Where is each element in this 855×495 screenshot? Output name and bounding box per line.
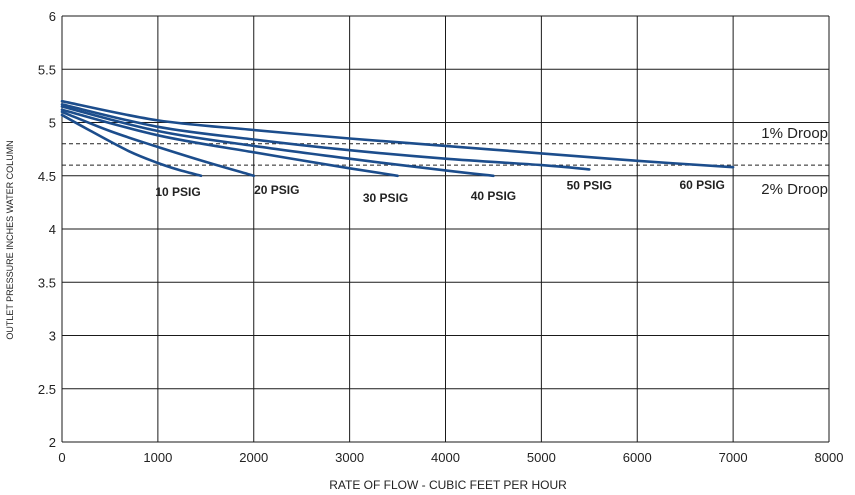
x-tick-label: 5000 <box>527 450 556 465</box>
x-tick-label: 8000 <box>815 450 844 465</box>
series-line-60-psig <box>60 99 735 169</box>
y-tick-label: 4 <box>49 222 56 237</box>
droop-label-2-droop: 2% Droop <box>761 181 828 198</box>
x-tick-label: 7000 <box>719 450 748 465</box>
series-label-20-psig: 20 PSIG <box>254 183 299 197</box>
droop-label-1-droop: 1% Droop <box>761 125 828 142</box>
series-label-50-psig: 50 PSIG <box>567 178 612 192</box>
y-tick-label: 3.5 <box>38 275 56 290</box>
series-label-60-psig: 60 PSIG <box>679 178 724 192</box>
y-tick-label: 3 <box>49 329 56 344</box>
series-line-20-psig <box>60 110 256 178</box>
series-line-10-psig <box>60 113 203 178</box>
x-tick-label: 3000 <box>335 450 364 465</box>
series-line-30-psig <box>60 108 399 178</box>
y-tick-label: 2.5 <box>38 382 56 397</box>
series-label-30-psig: 30 PSIG <box>363 191 408 205</box>
series-lines <box>60 99 735 178</box>
y-axis-ticks: 2 2.5 3 3.5 4 4.5 5 5.5 6 <box>38 9 56 450</box>
grid <box>61 15 830 443</box>
y-tick-label: 2 <box>49 435 56 450</box>
x-tick-label: 1000 <box>143 450 172 465</box>
series-labels: 10 PSIG 20 PSIG 30 PSIG 40 PSIG 50 PSIG 60 PS… <box>155 178 724 205</box>
x-tick-label: 2000 <box>239 450 268 465</box>
x-axis-title: RATE OF FLOW - CUBIC FEET PER HOUR <box>329 478 567 492</box>
x-axis-ticks: 0 1000 2000 3000 4000 5000 6000 7000 8000 <box>58 450 843 465</box>
y-tick-label: 4.5 <box>38 169 56 184</box>
series-label-40-psig: 40 PSIG <box>471 189 516 203</box>
y-axis-title: OUTLET PRESSURE INCHES WATER COLUMN <box>5 140 15 339</box>
series-line-40-psig <box>60 105 495 178</box>
y-tick-label: 5 <box>49 116 56 131</box>
series-line-50-psig <box>60 103 591 171</box>
series-label-10-psig: 10 PSIG <box>155 185 200 199</box>
x-tick-label: 6000 <box>623 450 652 465</box>
x-tick-label: 0 <box>58 450 65 465</box>
y-tick-label: 5.5 <box>38 62 56 77</box>
y-tick-label: 6 <box>49 9 56 24</box>
x-tick-label: 4000 <box>431 450 460 465</box>
